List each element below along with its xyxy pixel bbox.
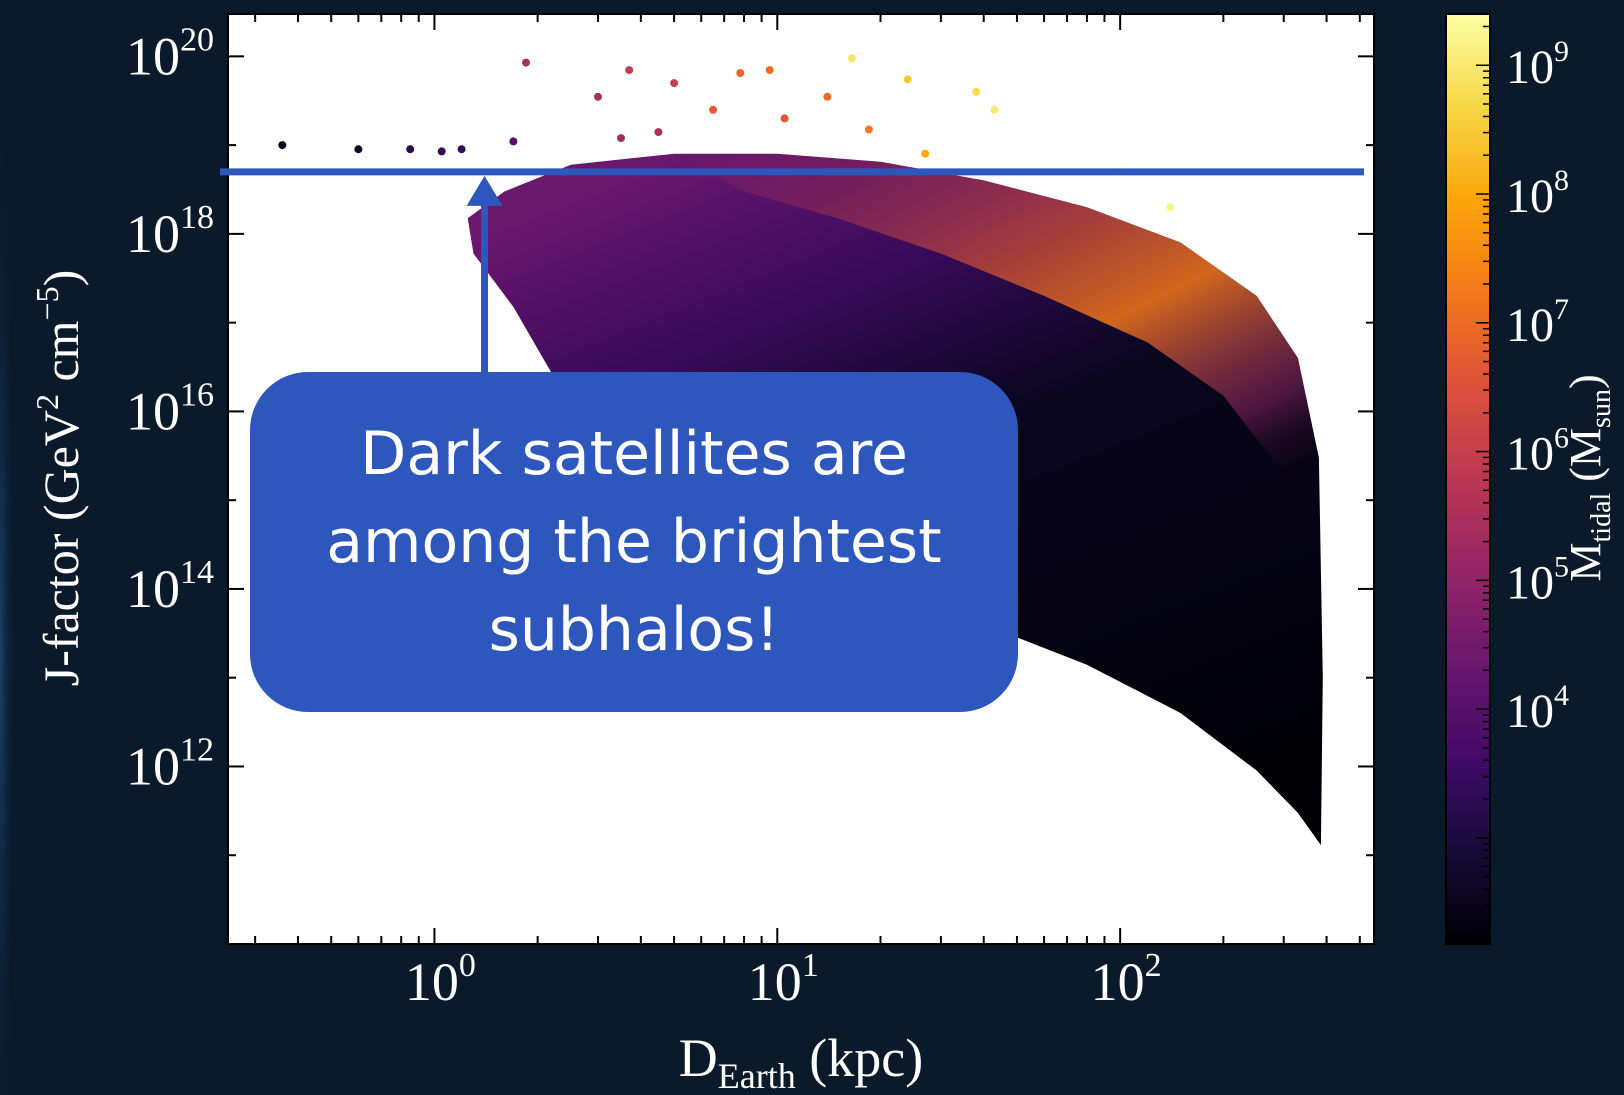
colorbar-tick-label-base: 10 bbox=[1506, 41, 1554, 94]
colorbar-tick-label-exp: 9 bbox=[1554, 35, 1569, 68]
scatter-point bbox=[654, 128, 663, 137]
y-tick-label-exp: 14 bbox=[180, 554, 214, 591]
y-tick-label-base: 10 bbox=[126, 559, 180, 619]
colorbar-tick-label: 104 bbox=[1506, 679, 1569, 738]
scatter-point bbox=[354, 145, 363, 154]
y-tick-label-exp: 20 bbox=[180, 21, 214, 58]
scatter-point bbox=[437, 147, 446, 156]
callout-line-3: subhalos! bbox=[488, 595, 780, 665]
colorbar-tick-label: 108 bbox=[1506, 164, 1569, 223]
y-axis-label: J-factor (GeV2 cm−5) bbox=[29, 270, 89, 687]
x-tick-label-exp: 0 bbox=[459, 947, 476, 984]
scatter-point bbox=[406, 145, 415, 154]
scatter-point bbox=[1166, 203, 1175, 212]
colorbar bbox=[1445, 13, 1491, 945]
scatter-point bbox=[522, 58, 530, 67]
y-axis-label-end: ) bbox=[33, 270, 89, 287]
y-axis-label-sup1: 2 bbox=[29, 394, 65, 410]
colorbar-tick-label: 105 bbox=[1506, 550, 1569, 609]
colorbar-label-end: ) bbox=[1561, 374, 1610, 389]
y-tick-label-exp: 18 bbox=[180, 199, 214, 236]
colorbar-tick-label-exp: 4 bbox=[1554, 679, 1569, 712]
colorbar-ticks bbox=[1476, 25, 1490, 929]
scatter-point bbox=[625, 66, 634, 75]
scatter-point bbox=[594, 92, 602, 101]
axis-ticks bbox=[228, 14, 1374, 945]
x-tick-label-exp: 2 bbox=[1145, 947, 1162, 984]
y-tick-label: 1012 bbox=[126, 731, 214, 796]
colorbar-tick-label-base: 10 bbox=[1506, 556, 1554, 609]
scatter-point bbox=[509, 137, 518, 146]
colorbar-tick-label-exp: 7 bbox=[1554, 293, 1569, 326]
colorbar-tick-label-exp: 8 bbox=[1554, 164, 1569, 197]
scatter-point bbox=[278, 141, 287, 150]
scatter-point bbox=[709, 105, 718, 114]
scatter-point bbox=[617, 134, 625, 143]
y-tick-label: 1020 bbox=[126, 21, 214, 86]
y-tick-label-base: 10 bbox=[126, 204, 180, 264]
colorbar-tick-label-exp: 5 bbox=[1554, 550, 1569, 583]
scatter-point bbox=[847, 54, 856, 63]
arrow-head bbox=[466, 175, 503, 206]
background-glow bbox=[0, 0, 30, 1095]
y-axis-label-sup2: −5 bbox=[29, 286, 65, 320]
x-tick-label-base: 10 bbox=[405, 952, 459, 1012]
x-tick-label-base: 10 bbox=[748, 952, 802, 1012]
colorbar-tick-label: 106 bbox=[1506, 422, 1569, 481]
colorbar-tick-label-base: 10 bbox=[1506, 428, 1554, 481]
x-tick-label: 102 bbox=[1091, 947, 1162, 1012]
colorbar-label-mid: (M bbox=[1561, 428, 1610, 493]
colorbar-label-base: M bbox=[1561, 542, 1610, 581]
x-tick-label-exp: 1 bbox=[802, 947, 819, 984]
callout-box: Dark satellites are among the brightest … bbox=[250, 372, 1018, 712]
callout-text: Dark satellites are among the brightest … bbox=[326, 410, 941, 674]
scatter-point bbox=[972, 87, 981, 96]
scatter-point bbox=[903, 75, 912, 84]
y-tick-label-base: 10 bbox=[126, 26, 180, 86]
x-axis-label-base: D bbox=[679, 1028, 718, 1088]
callout-line-2: among the brightest bbox=[326, 507, 942, 577]
scatter-point bbox=[921, 149, 930, 158]
scatter-point bbox=[823, 92, 832, 101]
colorbar-label: Mtidal (Msun) bbox=[1561, 374, 1617, 581]
colorbar-tick-label-base: 10 bbox=[1506, 685, 1554, 738]
colorbar-tick-label: 109 bbox=[1506, 35, 1569, 94]
colorbar-tick-label-exp: 6 bbox=[1554, 422, 1569, 455]
colorbar-label-sub1: tidal bbox=[1586, 493, 1617, 543]
scatter-point bbox=[864, 125, 873, 134]
x-tick-labels: 100 101 102 bbox=[405, 947, 1162, 1012]
y-tick-label-exp: 12 bbox=[180, 731, 214, 768]
x-axis-label-unit: (kpc) bbox=[796, 1028, 923, 1088]
x-axis-label: DEarth (kpc) bbox=[679, 1028, 923, 1095]
scatter-point bbox=[457, 145, 466, 154]
x-axis-label-sub: Earth bbox=[718, 1056, 796, 1095]
colorbar-tick-label-base: 10 bbox=[1506, 299, 1554, 352]
y-tick-label-base: 10 bbox=[126, 381, 180, 441]
callout-line-1: Dark satellites are bbox=[360, 419, 908, 489]
y-tick-label: 1018 bbox=[126, 199, 214, 264]
colorbar-tick-label-base: 10 bbox=[1506, 170, 1554, 223]
y-axis-label-base: J-factor (GeV bbox=[33, 410, 89, 686]
colorbar-tick-label: 107 bbox=[1506, 293, 1569, 352]
y-tick-label: 1016 bbox=[126, 376, 214, 441]
scatter-points bbox=[278, 54, 1175, 212]
scatter-point bbox=[780, 114, 789, 123]
y-tick-label-exp: 16 bbox=[180, 376, 214, 413]
y-tick-label: 1014 bbox=[126, 554, 214, 619]
y-tick-label-base: 10 bbox=[126, 736, 180, 796]
x-tick-label: 101 bbox=[748, 947, 819, 1012]
scatter-point bbox=[765, 66, 774, 75]
density-cloud-rim bbox=[674, 153, 1319, 474]
scatter-point bbox=[670, 79, 679, 88]
scatter-point bbox=[990, 105, 999, 114]
colorbar-label-sub2: sun bbox=[1586, 389, 1617, 428]
scatter-point bbox=[736, 69, 745, 77]
x-tick-label-base: 10 bbox=[1091, 952, 1145, 1012]
x-tick-label: 100 bbox=[405, 947, 476, 1012]
y-axis-label-mid: cm bbox=[33, 320, 89, 394]
